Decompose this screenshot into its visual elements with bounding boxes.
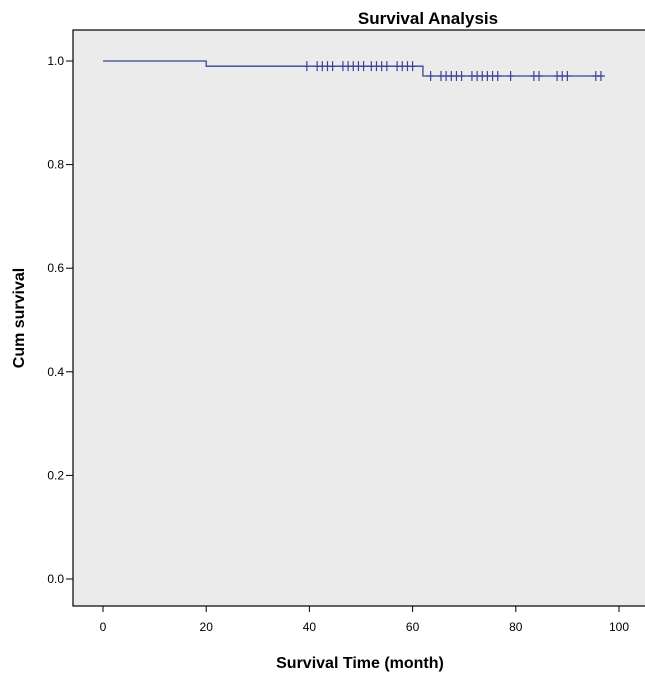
- censor-mark: [426, 71, 435, 82]
- x-axis: 0 20 40 60 80 100: [100, 606, 629, 634]
- y-tick-label: 0.6: [47, 261, 64, 275]
- x-tick-label: 0: [100, 620, 107, 634]
- censor-mark: [563, 71, 572, 82]
- x-tick-label: 40: [303, 620, 317, 634]
- x-tick-label: 100: [609, 620, 629, 634]
- y-axis-label: Cum survival: [11, 268, 28, 368]
- y-tick-label: 0.0: [47, 572, 64, 586]
- censor-mark: [596, 71, 605, 82]
- x-tick-label: 80: [509, 620, 523, 634]
- censor-mark: [457, 71, 466, 82]
- censor-mark: [535, 71, 544, 82]
- x-tick-label: 20: [200, 620, 214, 634]
- censor-mark: [359, 61, 368, 72]
- censor-mark: [493, 71, 502, 82]
- y-tick-label: 1.0: [47, 54, 64, 68]
- censor-mark: [328, 61, 337, 72]
- censor-mark: [506, 71, 515, 82]
- y-axis: 0.0 0.2 0.4 0.6 0.8 1.0: [47, 54, 73, 586]
- censor-mark: [302, 61, 311, 72]
- x-axis-label: Survival Time (month): [276, 655, 444, 672]
- plot-area: [72, 29, 645, 607]
- y-tick-label: 0.8: [47, 158, 64, 172]
- censor-mark: [382, 61, 391, 72]
- series-layer: [103, 60, 605, 82]
- censor-mark: [408, 61, 417, 72]
- y-tick-label: 0.4: [47, 365, 64, 379]
- y-tick-label: 0.2: [47, 468, 64, 482]
- chart-title: Survival Analysis: [358, 9, 498, 28]
- x-tick-label: 60: [406, 620, 420, 634]
